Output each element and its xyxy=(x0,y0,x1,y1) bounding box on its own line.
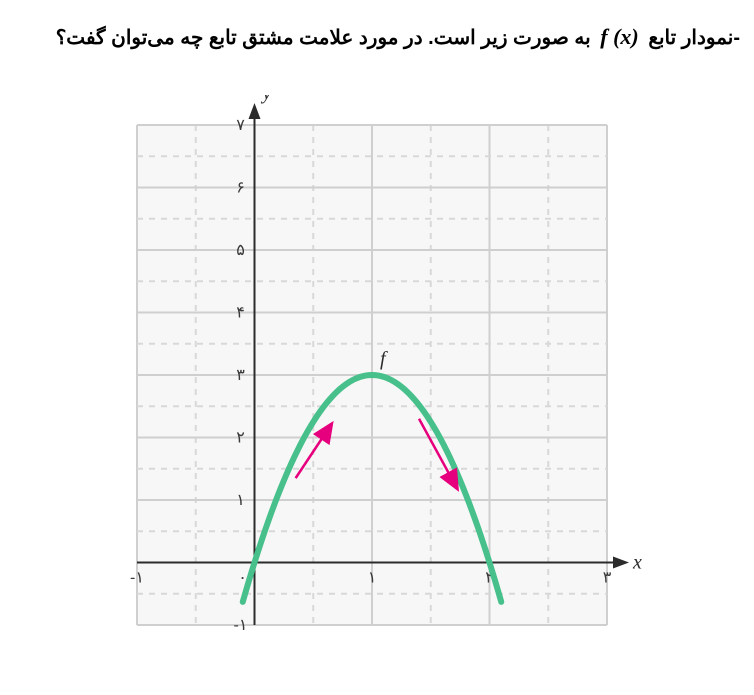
function-symbol: f (x) xyxy=(596,24,642,49)
y-tick-label: ۵ xyxy=(236,242,245,259)
y-tick-label: ۱ xyxy=(236,492,245,509)
y-tick-label: ۴ xyxy=(236,305,245,322)
x-tick-label: -۱ xyxy=(130,570,144,587)
x-tick-label: ۱ xyxy=(368,570,377,587)
question-prefix: -نمودار تابع xyxy=(648,27,740,49)
x-axis-label: x xyxy=(632,552,642,574)
y-tick-label: ۳ xyxy=(236,367,245,384)
y-tick-label: -۱ xyxy=(234,617,248,634)
y-tick-label: ۶ xyxy=(236,180,245,197)
x-tick-label: ۳ xyxy=(603,570,612,587)
y-axis-label: y xyxy=(261,95,272,104)
chart: yx-۱۰۱۲۳-۱۱۲۳۴۵۶۷f xyxy=(97,95,657,655)
question-text: -نمودار تابع f (x) به صورت زیر است. در م… xyxy=(0,0,754,55)
y-tick-label: ۷ xyxy=(236,117,245,134)
chart-container: yx-۱۰۱۲۳-۱۱۲۳۴۵۶۷f xyxy=(97,95,657,655)
question-suffix: به صورت زیر است. در مورد علامت مشتق تابع… xyxy=(56,27,591,49)
y-tick-label: ۲ xyxy=(236,430,245,447)
